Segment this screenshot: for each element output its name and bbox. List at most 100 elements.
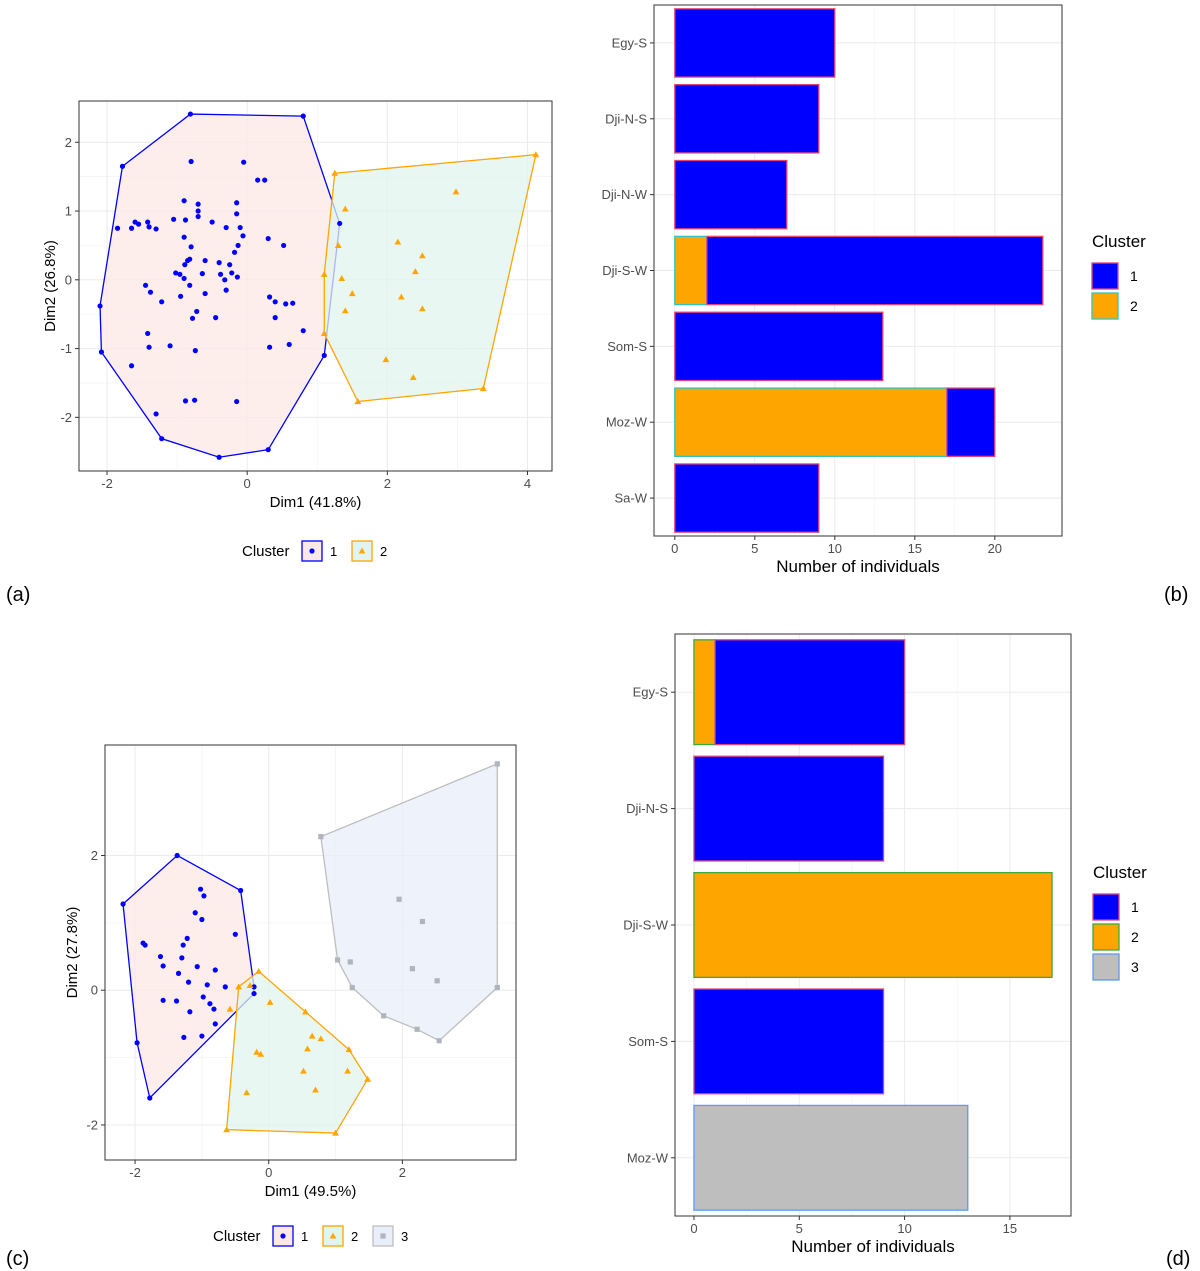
y-tick-label: 0	[91, 983, 98, 998]
cluster-1-point	[194, 308, 200, 315]
bar-Som-S-cluster-1	[693, 988, 885, 1095]
cluster-1-point	[222, 984, 228, 990]
cluster-1-point	[181, 275, 187, 282]
cluster-1-point	[286, 341, 292, 348]
cluster-1-point	[184, 935, 190, 941]
plot-frame	[104, 744, 517, 1161]
y-tick-label: 1	[65, 204, 72, 219]
cluster-2-point	[253, 1048, 261, 1055]
cluster-2-point	[479, 385, 487, 392]
cluster-1-point	[153, 226, 159, 232]
cluster-1-point	[187, 282, 193, 288]
cluster-1-point	[223, 287, 229, 293]
bar-Moz-W-cluster-1	[946, 387, 996, 458]
plot-frame	[674, 633, 1072, 1217]
x-axis-title: Dim1 (49.5%)	[265, 1183, 357, 1200]
legend-key-2	[1091, 292, 1119, 320]
cluster-2-point	[300, 1067, 307, 1074]
cluster-3-point	[349, 984, 355, 991]
cluster-3-point	[347, 959, 353, 965]
cluster-1-point	[187, 1009, 193, 1015]
legend-label-3: 3	[1131, 959, 1139, 975]
bar-Moz-W-cluster-2	[674, 387, 948, 458]
cluster-2-point	[348, 290, 356, 297]
panel-c-scatter: -2 0 2 -2 0 2 Dim1 (49.5%) Dim2 (27.8%) Cluster 1…	[64, 744, 517, 1247]
x-tick-label: 5	[796, 1221, 803, 1236]
cluster-3-point	[381, 1013, 387, 1019]
cluster-1-point	[181, 1034, 187, 1040]
category-label: Moz-W	[627, 1150, 669, 1165]
category-label: Som-S	[607, 339, 647, 354]
cluster-1-point	[189, 315, 196, 321]
cluster-1-point	[135, 221, 142, 227]
cluster-1-point	[199, 1033, 205, 1039]
cluster-1-point	[160, 963, 166, 969]
legend-marker-2	[329, 1232, 337, 1239]
bar-Egy-S-cluster-1	[674, 8, 836, 78]
cluster-1-point	[167, 343, 173, 349]
cluster-1-point	[153, 411, 159, 417]
legend-marker-3	[380, 1233, 386, 1239]
legend-label-1: 1	[1131, 899, 1139, 915]
cluster-2-point	[332, 1129, 339, 1136]
x-axis-title: Number of individuals	[776, 557, 939, 576]
legend-label-1: 1	[330, 544, 337, 559]
legend-label-3: 3	[401, 1229, 408, 1244]
cluster-1-point	[265, 447, 271, 453]
cluster-2-point	[341, 205, 349, 212]
bar-Sa-W-cluster-1	[674, 463, 820, 533]
x-tick-label: -2	[101, 476, 113, 491]
cluster-3-point	[409, 966, 416, 972]
cluster-2-point	[246, 982, 254, 989]
x-tick-label: 10	[828, 541, 842, 556]
legend-key-1	[1091, 262, 1119, 290]
cluster-2-point	[452, 188, 460, 195]
cluster-1-point	[142, 942, 148, 948]
cluster-2-point	[354, 398, 362, 405]
cluster-1-point	[159, 299, 165, 305]
cluster-2-point	[344, 1067, 351, 1074]
panel-d-bar-chart: Egy-S Dji-N-S Dji-S-W Som-S Moz-W 0 5 10 15 Numbe…	[623, 633, 1147, 1256]
category-label: Egy-S	[633, 685, 669, 700]
category-label: Dji-S-W	[602, 263, 647, 278]
legend-key-2	[1092, 923, 1120, 951]
cluster-1-point	[157, 953, 164, 960]
cluster-3-point	[396, 896, 402, 902]
cluster-1-point	[195, 208, 201, 214]
bar-Egy-S-cluster-2	[693, 639, 716, 746]
cluster-3-point	[318, 834, 324, 840]
category-label: Som-S	[628, 1034, 668, 1049]
cluster-1-point	[216, 454, 222, 460]
y-tick-label: -2	[86, 1117, 98, 1132]
category-label: Dji-S-W	[623, 918, 668, 933]
cluster-2-point	[266, 998, 274, 1005]
cluster-1-point	[201, 893, 207, 899]
cluster-1-point	[290, 300, 296, 306]
cluster-1-point	[234, 211, 240, 217]
legend-key-1	[1092, 893, 1120, 921]
cluster-2-point	[223, 1126, 231, 1133]
y-tick-label: 2	[65, 135, 72, 150]
cluster-2-point	[235, 983, 243, 990]
bar-Dji-N-W-cluster-1	[674, 159, 788, 230]
cluster-1-point	[128, 363, 135, 369]
cluster-2-point	[418, 252, 426, 259]
cluster-1-point	[174, 852, 180, 859]
cluster-2-point	[320, 330, 328, 337]
legend-key-3	[1092, 953, 1120, 981]
cluster-1-point	[147, 1095, 153, 1101]
cluster-2-point	[304, 1045, 311, 1052]
cluster-1-point	[97, 303, 103, 309]
cluster-1-point	[119, 163, 126, 169]
cluster-1-point	[181, 234, 187, 240]
cluster-1-point	[192, 910, 198, 916]
x-tick-label: 5	[751, 541, 758, 556]
legend-marker-2	[358, 547, 366, 554]
cluster-1-point	[192, 348, 198, 354]
cluster-1-point	[237, 224, 243, 231]
category-label: Egy-S	[612, 35, 648, 50]
cluster-2-point	[320, 270, 328, 277]
cluster-1-point	[267, 294, 273, 300]
cluster-2-point	[334, 242, 342, 248]
